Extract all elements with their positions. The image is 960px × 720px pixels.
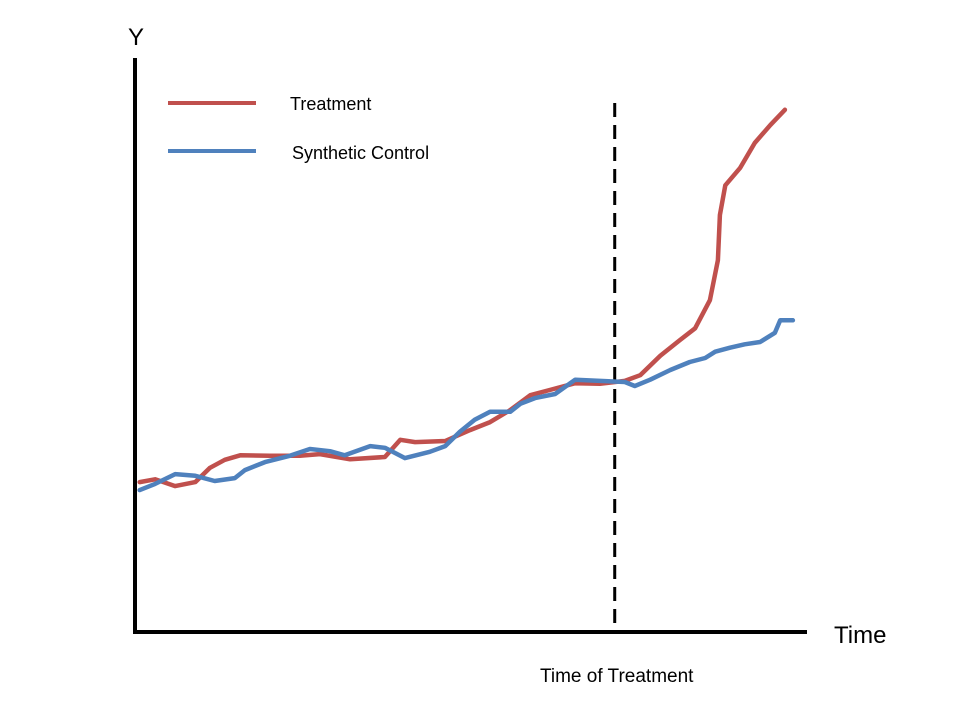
treatment-time-label: Time of Treatment <box>540 666 694 687</box>
x-axis-label: Time <box>834 622 886 649</box>
legend: Treatment Synthetic Control <box>168 94 429 163</box>
series-layer <box>137 107 796 493</box>
legend-label-treatment: Treatment <box>290 94 371 114</box>
legend-label-synthetic-control: Synthetic Control <box>292 143 429 163</box>
series-line-synthetic-control <box>137 318 796 493</box>
y-axis-label: Y <box>128 24 144 51</box>
